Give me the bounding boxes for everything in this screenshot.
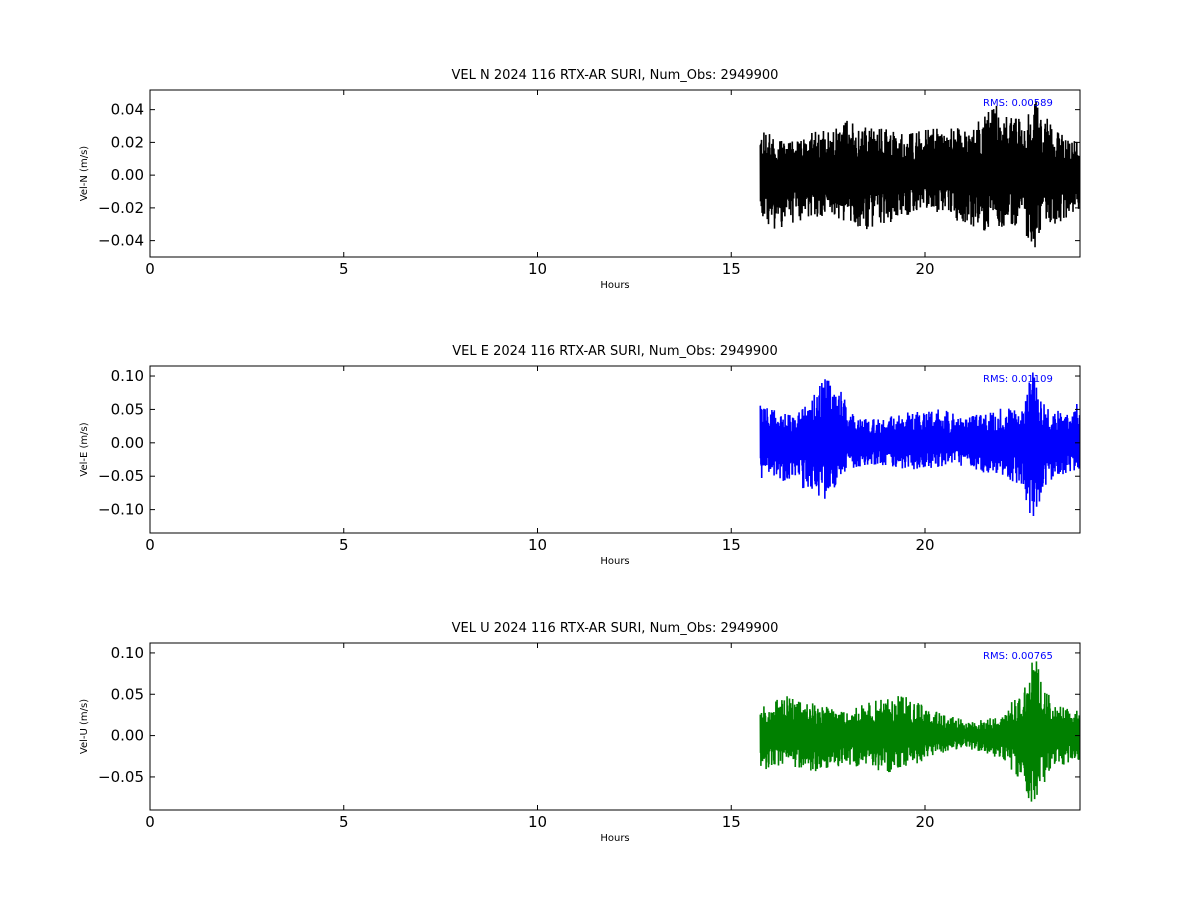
x-axis-label-u: Hours: [600, 833, 629, 844]
x-tick-label: 10: [528, 813, 547, 831]
y-axis-label-e: Vel-E (m/s): [79, 422, 90, 476]
x-tick-label: 5: [339, 536, 349, 554]
panel-u: 0 5 10 15 20 −0.05 0.00 0.05 0.10 VEL U 2024 116 …: [79, 621, 1081, 844]
y-tick-label: 0.05: [111, 400, 144, 418]
x-tick-label: 20: [915, 260, 934, 278]
plot-frame-u: [149, 642, 1081, 811]
y-tick-label: 0.04: [111, 101, 144, 119]
series-line-vel-u: [759, 661, 1080, 802]
x-axis-label-n: Hours: [600, 280, 629, 291]
x-tick-label: 0: [145, 260, 155, 278]
x-tick-label: 15: [722, 260, 741, 278]
x-tick-label: 0: [145, 813, 155, 831]
x-tick-label: 15: [722, 813, 741, 831]
y-tick-label: 0.10: [111, 644, 144, 662]
y-axis-label-u: Vel-U (m/s): [79, 699, 90, 754]
rms-annotation-n: RMS: 0.00589: [983, 98, 1053, 109]
plot-frame-n: [149, 89, 1081, 258]
panel-e: 0 5 10 15 20 −0.10 −0.05 0.00 0.05 0.10 VEL E 2024…: [79, 344, 1081, 567]
plot-frame-e: [149, 365, 1081, 534]
y-axis-label-n: Vel-N (m/s): [79, 146, 90, 201]
x-axis-label-e: Hours: [600, 556, 629, 567]
y-tick-label: −0.05: [98, 467, 144, 485]
y-tick-label: 0.05: [111, 685, 144, 703]
x-tick-label: 5: [339, 260, 349, 278]
chart-title-e: VEL E 2024 116 RTX-AR SURI, Num_Obs: 294…: [452, 344, 777, 359]
x-tick-label: 10: [528, 536, 547, 554]
series-line-vel-n: [759, 101, 1080, 248]
y-tick-label: 0.00: [111, 727, 144, 745]
x-tick-label: 20: [915, 813, 934, 831]
chart-title-u: VEL U 2024 116 RTX-AR SURI, Num_Obs: 294…: [452, 621, 779, 636]
y-tick-label: 0.00: [111, 166, 144, 184]
chart-title-n: VEL N 2024 116 RTX-AR SURI, Num_Obs: 294…: [452, 68, 779, 83]
y-tick-label: −0.10: [98, 501, 144, 519]
x-tick-label: 10: [528, 260, 547, 278]
y-tick-label: 0.02: [111, 133, 144, 151]
x-tick-label: 5: [339, 813, 349, 831]
x-tick-label: 15: [722, 536, 741, 554]
y-tick-label: −0.05: [98, 768, 144, 786]
y-tick-label: 0.10: [111, 367, 144, 385]
rms-annotation-u: RMS: 0.00765: [983, 651, 1053, 662]
rms-annotation-e: RMS: 0.01109: [983, 374, 1053, 385]
x-tick-label: 0: [145, 536, 155, 554]
series-line-vel-e: [759, 372, 1080, 516]
y-tick-label: −0.02: [98, 199, 144, 217]
panel-n: 0 5 10 15 20 −0.04 −0.02 0.00 0.02 0.04 VEL N 2024…: [79, 68, 1081, 291]
y-tick-label: −0.04: [98, 232, 144, 250]
x-tick-label: 20: [915, 536, 934, 554]
y-tick-label: 0.00: [111, 434, 144, 452]
